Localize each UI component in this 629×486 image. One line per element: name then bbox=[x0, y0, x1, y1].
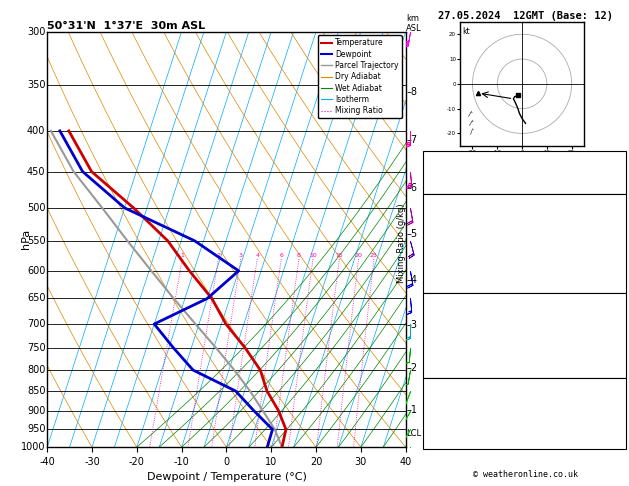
Text: 1000: 1000 bbox=[21, 442, 45, 452]
Text: 5: 5 bbox=[616, 253, 622, 262]
Text: -9: -9 bbox=[611, 154, 622, 163]
Text: –5: –5 bbox=[406, 229, 418, 240]
Text: 20: 20 bbox=[355, 253, 362, 258]
Text: Lifted Index: Lifted Index bbox=[426, 253, 491, 262]
Text: 12.4: 12.4 bbox=[601, 211, 622, 221]
Text: 304: 304 bbox=[606, 239, 622, 248]
Text: 12: 12 bbox=[611, 409, 622, 418]
Text: SREH: SREH bbox=[426, 409, 448, 418]
Text: –1: –1 bbox=[406, 405, 418, 416]
Text: 650: 650 bbox=[27, 294, 45, 303]
Text: θₑ (K): θₑ (K) bbox=[426, 324, 459, 333]
Text: –4: –4 bbox=[406, 275, 418, 285]
Text: 27.05.2024  12GMT (Base: 12): 27.05.2024 12GMT (Base: 12) bbox=[438, 11, 613, 21]
Text: K: K bbox=[426, 154, 432, 163]
Text: 5: 5 bbox=[616, 338, 622, 347]
Text: 15: 15 bbox=[335, 253, 343, 258]
Text: –3: –3 bbox=[406, 319, 418, 330]
Text: 2: 2 bbox=[216, 253, 220, 258]
Text: Temp (°C): Temp (°C) bbox=[426, 211, 475, 221]
Text: 400: 400 bbox=[27, 126, 45, 136]
Text: 900: 900 bbox=[27, 406, 45, 416]
Text: Hodograph: Hodograph bbox=[500, 382, 548, 391]
Text: θₑ(K): θₑ(K) bbox=[426, 239, 454, 248]
Text: LCL: LCL bbox=[406, 429, 421, 438]
Text: 550: 550 bbox=[27, 236, 45, 246]
Text: 86: 86 bbox=[611, 352, 622, 361]
Text: CIN (J): CIN (J) bbox=[426, 280, 464, 290]
Text: 600: 600 bbox=[27, 266, 45, 276]
Text: 700: 700 bbox=[27, 319, 45, 329]
X-axis label: Dewpoint / Temperature (°C): Dewpoint / Temperature (°C) bbox=[147, 472, 306, 483]
Text: 1013: 1013 bbox=[601, 310, 622, 319]
Text: Dewp (°C): Dewp (°C) bbox=[426, 225, 475, 234]
Text: StmDir: StmDir bbox=[426, 423, 459, 432]
Text: 750: 750 bbox=[27, 343, 45, 353]
Text: hPa: hPa bbox=[21, 229, 31, 249]
Text: 950: 950 bbox=[27, 424, 45, 434]
Text: 0: 0 bbox=[616, 365, 622, 375]
Text: PW (cm): PW (cm) bbox=[426, 182, 464, 191]
Text: Most Unstable: Most Unstable bbox=[489, 296, 559, 306]
Text: 40: 40 bbox=[611, 168, 622, 177]
Text: 450: 450 bbox=[27, 167, 45, 176]
Text: 10: 10 bbox=[309, 253, 317, 258]
Text: CIN (J): CIN (J) bbox=[426, 365, 464, 375]
Text: 3: 3 bbox=[239, 253, 243, 258]
Text: CAPE (J): CAPE (J) bbox=[426, 267, 469, 276]
Text: Surface: Surface bbox=[506, 197, 543, 207]
Text: 500: 500 bbox=[27, 203, 45, 213]
Text: Totals Totals: Totals Totals bbox=[426, 168, 496, 177]
Text: kt: kt bbox=[462, 27, 470, 36]
Text: 300: 300 bbox=[27, 27, 45, 36]
Text: 4: 4 bbox=[255, 253, 259, 258]
Text: 0: 0 bbox=[616, 280, 622, 290]
Text: 1: 1 bbox=[181, 253, 184, 258]
Text: 350: 350 bbox=[27, 80, 45, 90]
Text: 50°31'N  1°37'E  30m ASL: 50°31'N 1°37'E 30m ASL bbox=[47, 21, 205, 31]
Text: 1.33: 1.33 bbox=[601, 182, 622, 191]
Text: 258°: 258° bbox=[601, 423, 622, 432]
Text: 0: 0 bbox=[616, 395, 622, 404]
Text: 800: 800 bbox=[27, 365, 45, 375]
Text: CAPE (J): CAPE (J) bbox=[426, 352, 469, 361]
Text: –7: –7 bbox=[406, 135, 418, 145]
Text: 25: 25 bbox=[370, 253, 378, 258]
Text: 8: 8 bbox=[297, 253, 301, 258]
Text: 304: 304 bbox=[606, 324, 622, 333]
Text: Mixing Ratio (g/kg): Mixing Ratio (g/kg) bbox=[397, 203, 406, 283]
Legend: Temperature, Dewpoint, Parcel Trajectory, Dry Adiabat, Wet Adiabat, Isotherm, Mi: Temperature, Dewpoint, Parcel Trajectory… bbox=[318, 35, 402, 118]
Text: Pressure (mb): Pressure (mb) bbox=[426, 310, 496, 319]
Text: –6: –6 bbox=[406, 183, 418, 193]
Text: 86: 86 bbox=[611, 267, 622, 276]
Text: –8: –8 bbox=[406, 87, 418, 97]
Text: –2: –2 bbox=[406, 363, 418, 373]
Text: 18: 18 bbox=[611, 437, 622, 446]
Text: 6: 6 bbox=[279, 253, 283, 258]
Text: © weatheronline.co.uk: © weatheronline.co.uk bbox=[473, 469, 577, 479]
Text: 850: 850 bbox=[27, 386, 45, 396]
Text: EH: EH bbox=[426, 395, 437, 404]
Text: km
ASL: km ASL bbox=[406, 14, 422, 33]
Text: StmSpd (kt): StmSpd (kt) bbox=[426, 437, 486, 446]
Text: Lifted Index: Lifted Index bbox=[426, 338, 491, 347]
Text: 9.1: 9.1 bbox=[606, 225, 622, 234]
